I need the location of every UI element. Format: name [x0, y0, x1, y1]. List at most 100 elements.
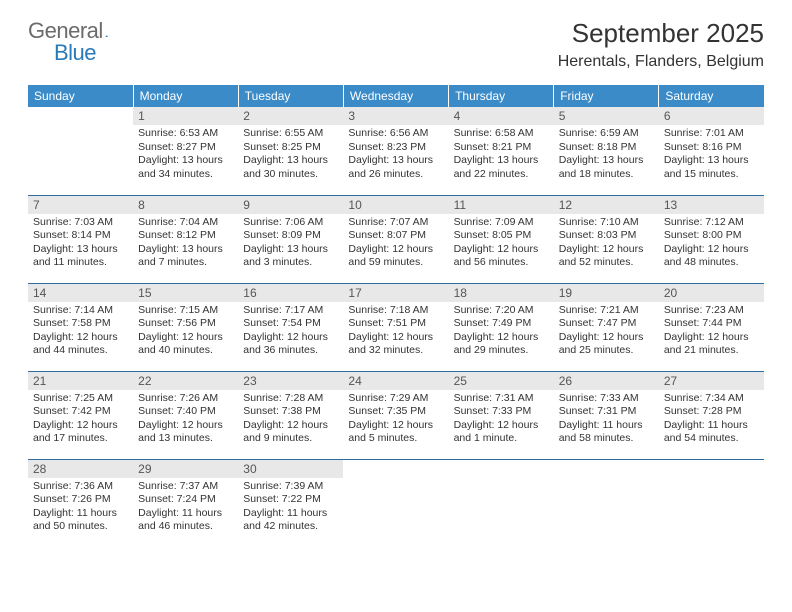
- day-number: 28: [28, 460, 133, 478]
- page-title: September 2025: [558, 18, 764, 49]
- calendar-day-cell: 30Sunrise: 7:39 AMSunset: 7:22 PMDayligh…: [238, 459, 343, 547]
- day-details: Sunrise: 7:03 AMSunset: 8:14 PMDaylight:…: [28, 214, 133, 275]
- calendar-day-cell: 18Sunrise: 7:20 AMSunset: 7:49 PMDayligh…: [449, 283, 554, 371]
- day-details: Sunrise: 6:56 AMSunset: 8:23 PMDaylight:…: [343, 125, 448, 186]
- calendar-day-cell: [659, 459, 764, 547]
- day-number: 25: [449, 372, 554, 390]
- day-details: Sunrise: 7:01 AMSunset: 8:16 PMDaylight:…: [659, 125, 764, 186]
- day-details: Sunrise: 7:29 AMSunset: 7:35 PMDaylight:…: [343, 390, 448, 451]
- day-details: Sunrise: 7:31 AMSunset: 7:33 PMDaylight:…: [449, 390, 554, 451]
- weekday-header: Tuesday: [238, 85, 343, 107]
- day-number: 23: [238, 372, 343, 390]
- day-number: 11: [449, 196, 554, 214]
- calendar-day-cell: 3Sunrise: 6:56 AMSunset: 8:23 PMDaylight…: [343, 107, 448, 195]
- day-details: Sunrise: 6:59 AMSunset: 8:18 PMDaylight:…: [554, 125, 659, 186]
- calendar-day-cell: 15Sunrise: 7:15 AMSunset: 7:56 PMDayligh…: [133, 283, 238, 371]
- calendar-day-cell: 12Sunrise: 7:10 AMSunset: 8:03 PMDayligh…: [554, 195, 659, 283]
- calendar-day-cell: [28, 107, 133, 195]
- day-number: 26: [554, 372, 659, 390]
- day-details: Sunrise: 7:12 AMSunset: 8:00 PMDaylight:…: [659, 214, 764, 275]
- calendar-day-cell: 27Sunrise: 7:34 AMSunset: 7:28 PMDayligh…: [659, 371, 764, 459]
- day-details: Sunrise: 7:33 AMSunset: 7:31 PMDaylight:…: [554, 390, 659, 451]
- calendar-day-cell: 9Sunrise: 7:06 AMSunset: 8:09 PMDaylight…: [238, 195, 343, 283]
- calendar-day-cell: 6Sunrise: 7:01 AMSunset: 8:16 PMDaylight…: [659, 107, 764, 195]
- day-details: Sunrise: 7:25 AMSunset: 7:42 PMDaylight:…: [28, 390, 133, 451]
- day-number: 12: [554, 196, 659, 214]
- day-number: 14: [28, 284, 133, 302]
- day-number: 21: [28, 372, 133, 390]
- title-block: September 2025 Herentals, Flanders, Belg…: [558, 18, 764, 71]
- calendar-week-row: 14Sunrise: 7:14 AMSunset: 7:58 PMDayligh…: [28, 283, 764, 371]
- calendar-day-cell: 2Sunrise: 6:55 AMSunset: 8:25 PMDaylight…: [238, 107, 343, 195]
- calendar-day-cell: 28Sunrise: 7:36 AMSunset: 7:26 PMDayligh…: [28, 459, 133, 547]
- logo: General Blue: [28, 18, 125, 44]
- weekday-header: Sunday: [28, 85, 133, 107]
- calendar-day-cell: 13Sunrise: 7:12 AMSunset: 8:00 PMDayligh…: [659, 195, 764, 283]
- day-number: 10: [343, 196, 448, 214]
- calendar-day-cell: 19Sunrise: 7:21 AMSunset: 7:47 PMDayligh…: [554, 283, 659, 371]
- logo-triangle-icon: [105, 24, 108, 38]
- day-details: Sunrise: 6:58 AMSunset: 8:21 PMDaylight:…: [449, 125, 554, 186]
- calendar-day-cell: 20Sunrise: 7:23 AMSunset: 7:44 PMDayligh…: [659, 283, 764, 371]
- weekday-header: Thursday: [449, 85, 554, 107]
- day-number: 15: [133, 284, 238, 302]
- calendar-day-cell: [554, 459, 659, 547]
- day-details: Sunrise: 7:15 AMSunset: 7:56 PMDaylight:…: [133, 302, 238, 363]
- day-number: 20: [659, 284, 764, 302]
- day-number: 2: [238, 107, 343, 125]
- weekday-header: Saturday: [659, 85, 764, 107]
- calendar-day-cell: 7Sunrise: 7:03 AMSunset: 8:14 PMDaylight…: [28, 195, 133, 283]
- day-details: Sunrise: 7:28 AMSunset: 7:38 PMDaylight:…: [238, 390, 343, 451]
- calendar-day-cell: 11Sunrise: 7:09 AMSunset: 8:05 PMDayligh…: [449, 195, 554, 283]
- calendar-day-cell: 22Sunrise: 7:26 AMSunset: 7:40 PMDayligh…: [133, 371, 238, 459]
- calendar-day-cell: 1Sunrise: 6:53 AMSunset: 8:27 PMDaylight…: [133, 107, 238, 195]
- day-details: Sunrise: 7:18 AMSunset: 7:51 PMDaylight:…: [343, 302, 448, 363]
- day-details: Sunrise: 6:55 AMSunset: 8:25 PMDaylight:…: [238, 125, 343, 186]
- calendar-day-cell: 21Sunrise: 7:25 AMSunset: 7:42 PMDayligh…: [28, 371, 133, 459]
- calendar-body: 1Sunrise: 6:53 AMSunset: 8:27 PMDaylight…: [28, 107, 764, 547]
- weekday-header: Monday: [133, 85, 238, 107]
- calendar-day-cell: [449, 459, 554, 547]
- calendar-week-row: 1Sunrise: 6:53 AMSunset: 8:27 PMDaylight…: [28, 107, 764, 195]
- day-number: 6: [659, 107, 764, 125]
- day-number: 3: [343, 107, 448, 125]
- day-details: Sunrise: 7:17 AMSunset: 7:54 PMDaylight:…: [238, 302, 343, 363]
- day-number: 22: [133, 372, 238, 390]
- calendar-day-cell: 23Sunrise: 7:28 AMSunset: 7:38 PMDayligh…: [238, 371, 343, 459]
- day-number: 16: [238, 284, 343, 302]
- day-number: 27: [659, 372, 764, 390]
- day-number: 4: [449, 107, 554, 125]
- day-details: Sunrise: 7:06 AMSunset: 8:09 PMDaylight:…: [238, 214, 343, 275]
- calendar-day-cell: 8Sunrise: 7:04 AMSunset: 8:12 PMDaylight…: [133, 195, 238, 283]
- day-details: Sunrise: 7:20 AMSunset: 7:49 PMDaylight:…: [449, 302, 554, 363]
- day-details: Sunrise: 7:10 AMSunset: 8:03 PMDaylight:…: [554, 214, 659, 275]
- day-number: 17: [343, 284, 448, 302]
- location-text: Herentals, Flanders, Belgium: [558, 53, 764, 71]
- calendar-day-cell: 10Sunrise: 7:07 AMSunset: 8:07 PMDayligh…: [343, 195, 448, 283]
- day-number: 30: [238, 460, 343, 478]
- weekday-header-row: Sunday Monday Tuesday Wednesday Thursday…: [28, 85, 764, 107]
- day-details: Sunrise: 7:37 AMSunset: 7:24 PMDaylight:…: [133, 478, 238, 539]
- calendar-day-cell: 16Sunrise: 7:17 AMSunset: 7:54 PMDayligh…: [238, 283, 343, 371]
- logo-text-blue: Blue: [54, 40, 96, 66]
- day-details: Sunrise: 7:34 AMSunset: 7:28 PMDaylight:…: [659, 390, 764, 451]
- day-number: 19: [554, 284, 659, 302]
- calendar-day-cell: 4Sunrise: 6:58 AMSunset: 8:21 PMDaylight…: [449, 107, 554, 195]
- calendar-day-cell: 24Sunrise: 7:29 AMSunset: 7:35 PMDayligh…: [343, 371, 448, 459]
- calendar-day-cell: 17Sunrise: 7:18 AMSunset: 7:51 PMDayligh…: [343, 283, 448, 371]
- day-details: Sunrise: 7:21 AMSunset: 7:47 PMDaylight:…: [554, 302, 659, 363]
- calendar-day-cell: 26Sunrise: 7:33 AMSunset: 7:31 PMDayligh…: [554, 371, 659, 459]
- weekday-header: Wednesday: [343, 85, 448, 107]
- header: General Blue September 2025 Herentals, F…: [0, 0, 792, 79]
- day-number: 18: [449, 284, 554, 302]
- day-details: Sunrise: 6:53 AMSunset: 8:27 PMDaylight:…: [133, 125, 238, 186]
- day-details: Sunrise: 7:36 AMSunset: 7:26 PMDaylight:…: [28, 478, 133, 539]
- calendar-week-row: 28Sunrise: 7:36 AMSunset: 7:26 PMDayligh…: [28, 459, 764, 547]
- day-details: Sunrise: 7:04 AMSunset: 8:12 PMDaylight:…: [133, 214, 238, 275]
- calendar-day-cell: 25Sunrise: 7:31 AMSunset: 7:33 PMDayligh…: [449, 371, 554, 459]
- day-details: Sunrise: 7:14 AMSunset: 7:58 PMDaylight:…: [28, 302, 133, 363]
- day-details: Sunrise: 7:39 AMSunset: 7:22 PMDaylight:…: [238, 478, 343, 539]
- calendar-day-cell: 5Sunrise: 6:59 AMSunset: 8:18 PMDaylight…: [554, 107, 659, 195]
- calendar-day-cell: 29Sunrise: 7:37 AMSunset: 7:24 PMDayligh…: [133, 459, 238, 547]
- day-details: Sunrise: 7:09 AMSunset: 8:05 PMDaylight:…: [449, 214, 554, 275]
